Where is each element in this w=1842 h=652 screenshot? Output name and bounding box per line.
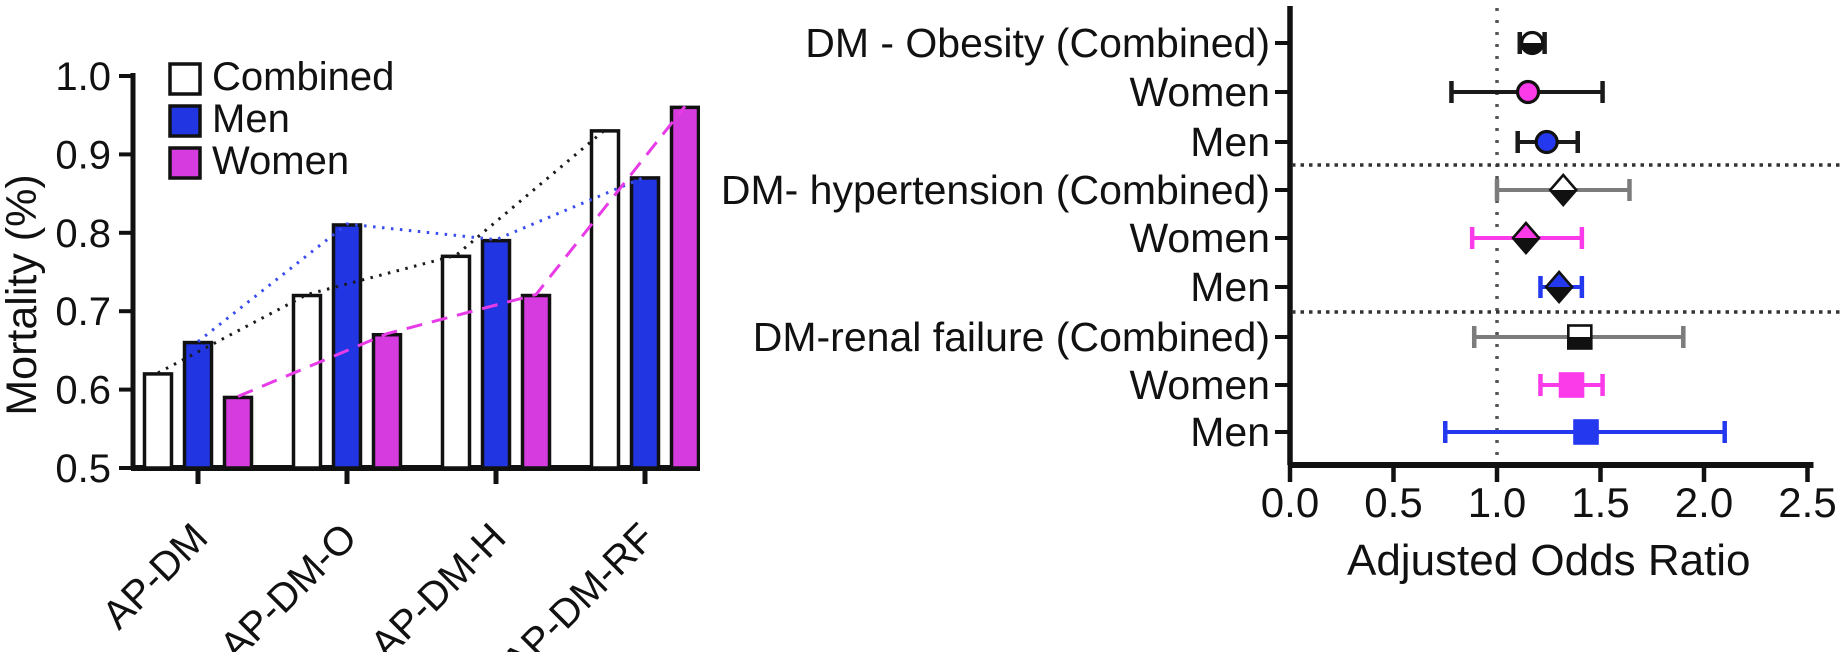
x-tick-label: 0.0 xyxy=(1261,479,1319,526)
marker-square-top xyxy=(1560,373,1584,385)
bar-AP-DM-RF-men xyxy=(629,176,661,470)
legend-swatch-women xyxy=(168,146,202,180)
marker-circle-outline xyxy=(1534,129,1559,155)
marker-square-top xyxy=(1574,420,1598,432)
row-label: Men xyxy=(1190,119,1270,165)
y-tick-label: 1.0 xyxy=(55,55,111,99)
row-label: Men xyxy=(1190,409,1270,455)
x-category-label: AP-DM-H xyxy=(362,515,514,652)
x-axis-title: Adjusted Odds Ratio xyxy=(1347,536,1751,585)
odds-ratio-forest-plot: 0.0 0.5 1.0 1.5 2.0 2.5 Adjusted Odds Ratio DM … xyxy=(721,6,1840,585)
marker-diamond-outline xyxy=(1544,270,1574,304)
marker-square-bottom xyxy=(1560,385,1584,397)
marker-square-top xyxy=(1568,325,1592,337)
marker-square-bottom xyxy=(1568,337,1592,349)
row-label: Men xyxy=(1190,264,1270,310)
y-tick-label: 0.6 xyxy=(55,369,111,413)
legend-label-women: Women xyxy=(212,139,349,183)
bar-AP-DM-H-men xyxy=(480,238,512,470)
bar-AP-DM-O-men xyxy=(331,223,363,470)
bar-AP-DM-combined xyxy=(142,372,174,470)
row-label: DM- hypertension (Combined) xyxy=(721,167,1270,213)
trend-line-women xyxy=(237,105,687,398)
legend-swatch-men xyxy=(168,104,202,138)
bar-AP-DM-RF-women xyxy=(669,105,700,470)
trend-line-combined xyxy=(157,128,606,375)
bar-AP-DM-men xyxy=(182,340,214,470)
marker-diamond-top xyxy=(1512,223,1539,238)
marker-diamond-top xyxy=(1546,272,1573,287)
x-tick-label: 1.5 xyxy=(1571,479,1629,526)
legend-label-men: Men xyxy=(212,97,290,141)
marker-square-outline xyxy=(1573,419,1599,445)
marker-diamond-top xyxy=(1550,175,1577,190)
y-tick-label: 0.7 xyxy=(55,290,111,334)
marker-square-bottom xyxy=(1574,432,1598,444)
y-tick-label: 0.5 xyxy=(55,447,111,491)
row-label: Women xyxy=(1129,362,1270,408)
x-category-label: AP-DM-RF xyxy=(494,515,663,652)
bar-AP-DM-O-women xyxy=(371,332,403,470)
row-label: Women xyxy=(1129,215,1270,261)
y-tick-label: 0.8 xyxy=(55,212,111,256)
row-label: DM - Obesity (Combined) xyxy=(805,20,1270,66)
marker-diamond-bottom xyxy=(1550,190,1577,205)
y-axis-title: Mortality (%) xyxy=(0,174,46,415)
bar-AP-DM-H-women xyxy=(520,293,552,470)
x-tick-label: 2.5 xyxy=(1778,479,1836,526)
row-label: Women xyxy=(1129,69,1270,115)
marker-square-outline xyxy=(1566,324,1593,350)
marker-diamond-bottom xyxy=(1512,238,1539,253)
marker-diamond-bottom xyxy=(1546,287,1573,302)
bar-AP-DM-RF-combined xyxy=(589,129,621,470)
legend-swatch-combined xyxy=(168,62,202,96)
x-tick-label: 1.0 xyxy=(1468,479,1526,526)
bar-AP-DM-H-combined xyxy=(440,254,472,470)
x-category-label: AP-DM xyxy=(94,515,216,637)
legend-label-combined: Combined xyxy=(212,55,394,99)
y-tick-label: 0.9 xyxy=(55,133,111,177)
x-tick-label: 2.0 xyxy=(1675,479,1733,526)
x-tick-label: 0.5 xyxy=(1364,479,1422,526)
marker-circle-outline xyxy=(1515,79,1541,105)
x-category-label: AP-DM-O xyxy=(212,515,366,652)
marker-diamond-outline xyxy=(1511,221,1541,255)
trend-line-men xyxy=(197,175,646,343)
row-label: DM-renal failure (Combined) xyxy=(753,314,1270,360)
marker-circle-outline xyxy=(1520,30,1545,56)
bar-AP-DM-O-combined xyxy=(291,293,323,470)
marker-square-outline xyxy=(1558,372,1585,398)
bar-AP-DM-women xyxy=(222,395,254,470)
marker-diamond-outline xyxy=(1548,173,1578,207)
